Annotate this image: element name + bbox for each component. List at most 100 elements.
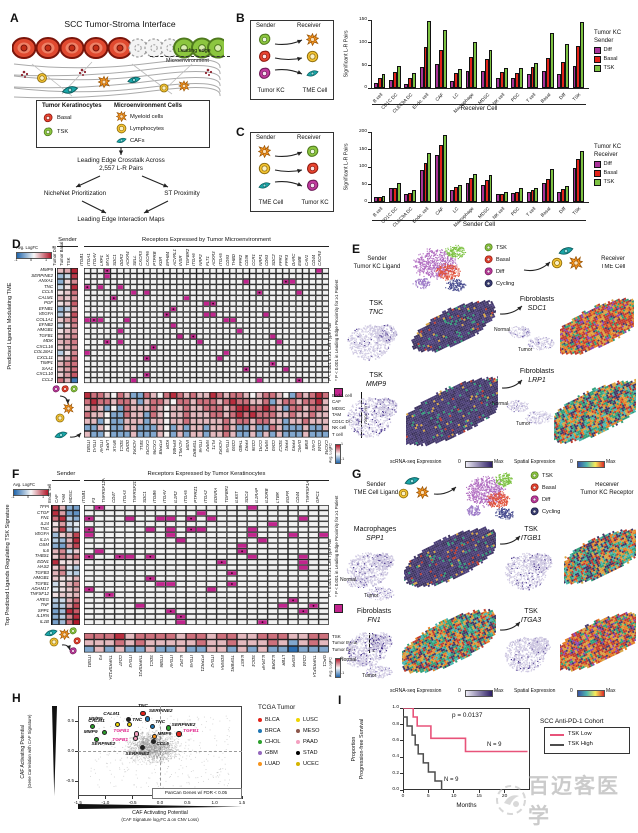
km-legend-box xyxy=(544,727,630,754)
sender-logfc-heatmap xyxy=(52,505,80,625)
panel-label: A xyxy=(10,11,19,25)
ligand-label: MMP9 xyxy=(40,267,53,273)
ligand-label: SAA1 xyxy=(41,365,53,371)
gene-point xyxy=(150,739,156,745)
legend-item-label: TSK xyxy=(603,178,615,185)
receptor-label-bottom: SELL xyxy=(138,440,144,451)
logfc-tick: -1 xyxy=(14,257,18,262)
bar-diff xyxy=(480,185,485,202)
x-tick-label: 0.5 xyxy=(184,800,191,805)
y-tick-label: 150 xyxy=(358,17,367,23)
receptor-label-bottom: ITGAV xyxy=(169,655,174,668)
myeloid-icon xyxy=(306,33,319,46)
y-axis xyxy=(371,132,372,202)
x-axis xyxy=(371,88,589,89)
y-axis-title: Progression-free Survival xyxy=(358,719,365,780)
ligand-label: TIMP1 xyxy=(40,360,53,366)
gene-point-label: TNC xyxy=(155,720,166,726)
diff-icon xyxy=(69,647,77,655)
x-tick xyxy=(427,790,429,793)
x-axis xyxy=(371,202,589,203)
diff-icon xyxy=(258,67,271,80)
receptor-label: ITGA3 xyxy=(121,490,127,503)
receptor-label: IL20RB xyxy=(264,488,270,503)
y-axis-title: CAF Activating Potential xyxy=(20,724,27,779)
receiver-logfc-heatmap xyxy=(84,633,329,653)
y-axis-subtitle: (Gene Correlation with CAF Signature) xyxy=(27,714,33,789)
sender-label: Sender xyxy=(256,135,276,141)
bar-basal xyxy=(499,193,504,202)
bar-basal xyxy=(484,180,489,202)
y-tick xyxy=(400,756,403,758)
arrow xyxy=(268,63,309,81)
bar-diff xyxy=(450,81,455,88)
receptor-label-bottom: F3 xyxy=(97,655,103,661)
x-tick xyxy=(453,790,455,793)
tcga-legend-dot xyxy=(258,751,262,755)
receptor-label: LTBR xyxy=(274,491,280,503)
gene-point-label: TNC xyxy=(137,703,148,709)
ligand-label: COL18A1 xyxy=(33,349,53,355)
bar-tsk xyxy=(412,73,417,88)
gene-point xyxy=(139,745,145,751)
basal-icon xyxy=(43,113,53,123)
tsk-icon xyxy=(70,385,78,393)
receptor-label: ACKR3 xyxy=(211,251,217,266)
km-legend-label: TSK Low xyxy=(568,731,592,737)
receptor-label-bottom: CD36 xyxy=(251,440,257,451)
bar-tsk xyxy=(534,62,539,88)
receptor-label: SELL xyxy=(132,254,138,266)
sender-cell-caption: Macrophages xyxy=(353,526,397,533)
receptor-label: ITGA5 xyxy=(182,490,188,503)
tsk-icon xyxy=(69,627,77,635)
receptor-label: CD44 xyxy=(295,491,301,503)
receiver-row-label: TAM xyxy=(332,412,342,418)
normal-label: Normal xyxy=(340,577,357,583)
bar-basal xyxy=(454,187,458,202)
legend-item-label: Basal xyxy=(603,55,618,62)
gene-point xyxy=(114,721,120,727)
ligand-label: CXCL16 xyxy=(36,343,53,349)
receptor-label: EMB xyxy=(297,256,303,266)
logfc-colorbar-vertical xyxy=(335,444,341,464)
umap-legend-label: TSK xyxy=(542,473,553,479)
basal-icon xyxy=(258,50,271,63)
sender-gene-caption: FN1 xyxy=(367,617,381,624)
caf-icon xyxy=(54,428,68,442)
sig-legend-line1: P < 0.001 in ≥1 Cell Type Pair xyxy=(327,538,333,597)
flow-step: Leading Edge Interaction Maps xyxy=(77,216,165,223)
receptor-label-bottom: DDR2 xyxy=(125,440,131,452)
sender-col-label: TSK xyxy=(66,257,72,266)
y-tick xyxy=(368,201,371,203)
bar-basal xyxy=(469,56,474,88)
receptor-label-bottom: INSR xyxy=(184,440,190,451)
tumor-label: Tumor xyxy=(362,673,377,679)
watermark-text: 百迈客医学 xyxy=(528,774,620,828)
receptor-label-bottom: ITGA1 xyxy=(92,440,98,453)
header-underline xyxy=(84,246,329,247)
ligand-label: TGFB3 xyxy=(34,569,49,575)
receptor-label: NRP2 xyxy=(198,254,204,266)
caf-icon xyxy=(44,626,58,640)
tsk-icon xyxy=(484,243,493,252)
receptor-label-bottom: CD93 xyxy=(231,440,237,451)
receiver-label: Receiver xyxy=(297,23,321,29)
y-axis-title: Significant L-R Pairs xyxy=(344,143,351,191)
tcga-legend-label: UCEC xyxy=(303,761,319,767)
receptor-header: Receptors Expressed by Tumor Keratinocyt… xyxy=(147,471,266,477)
bar-tsk xyxy=(396,65,401,88)
row-axis-label: Top Predicted Ligands Regulating TSK Sig… xyxy=(4,504,11,627)
receptor-label-bottom: SDC1 xyxy=(118,440,124,452)
gene-point xyxy=(125,717,131,723)
arrow xyxy=(517,255,557,277)
umap-tnc xyxy=(342,320,406,364)
y-tick-label: 0.5 xyxy=(67,718,74,724)
bar-basal xyxy=(499,72,504,88)
receptor-label-bottom: ITGAV xyxy=(98,440,104,453)
receptor-label-bottom: CXCR4 xyxy=(323,440,329,455)
bar-diff xyxy=(572,66,577,88)
axis-bracket xyxy=(372,104,586,105)
legend-swatch xyxy=(594,56,601,63)
ligand-label: VEGFA xyxy=(38,311,53,317)
receptor-label-bottom: CD63 xyxy=(270,440,276,451)
